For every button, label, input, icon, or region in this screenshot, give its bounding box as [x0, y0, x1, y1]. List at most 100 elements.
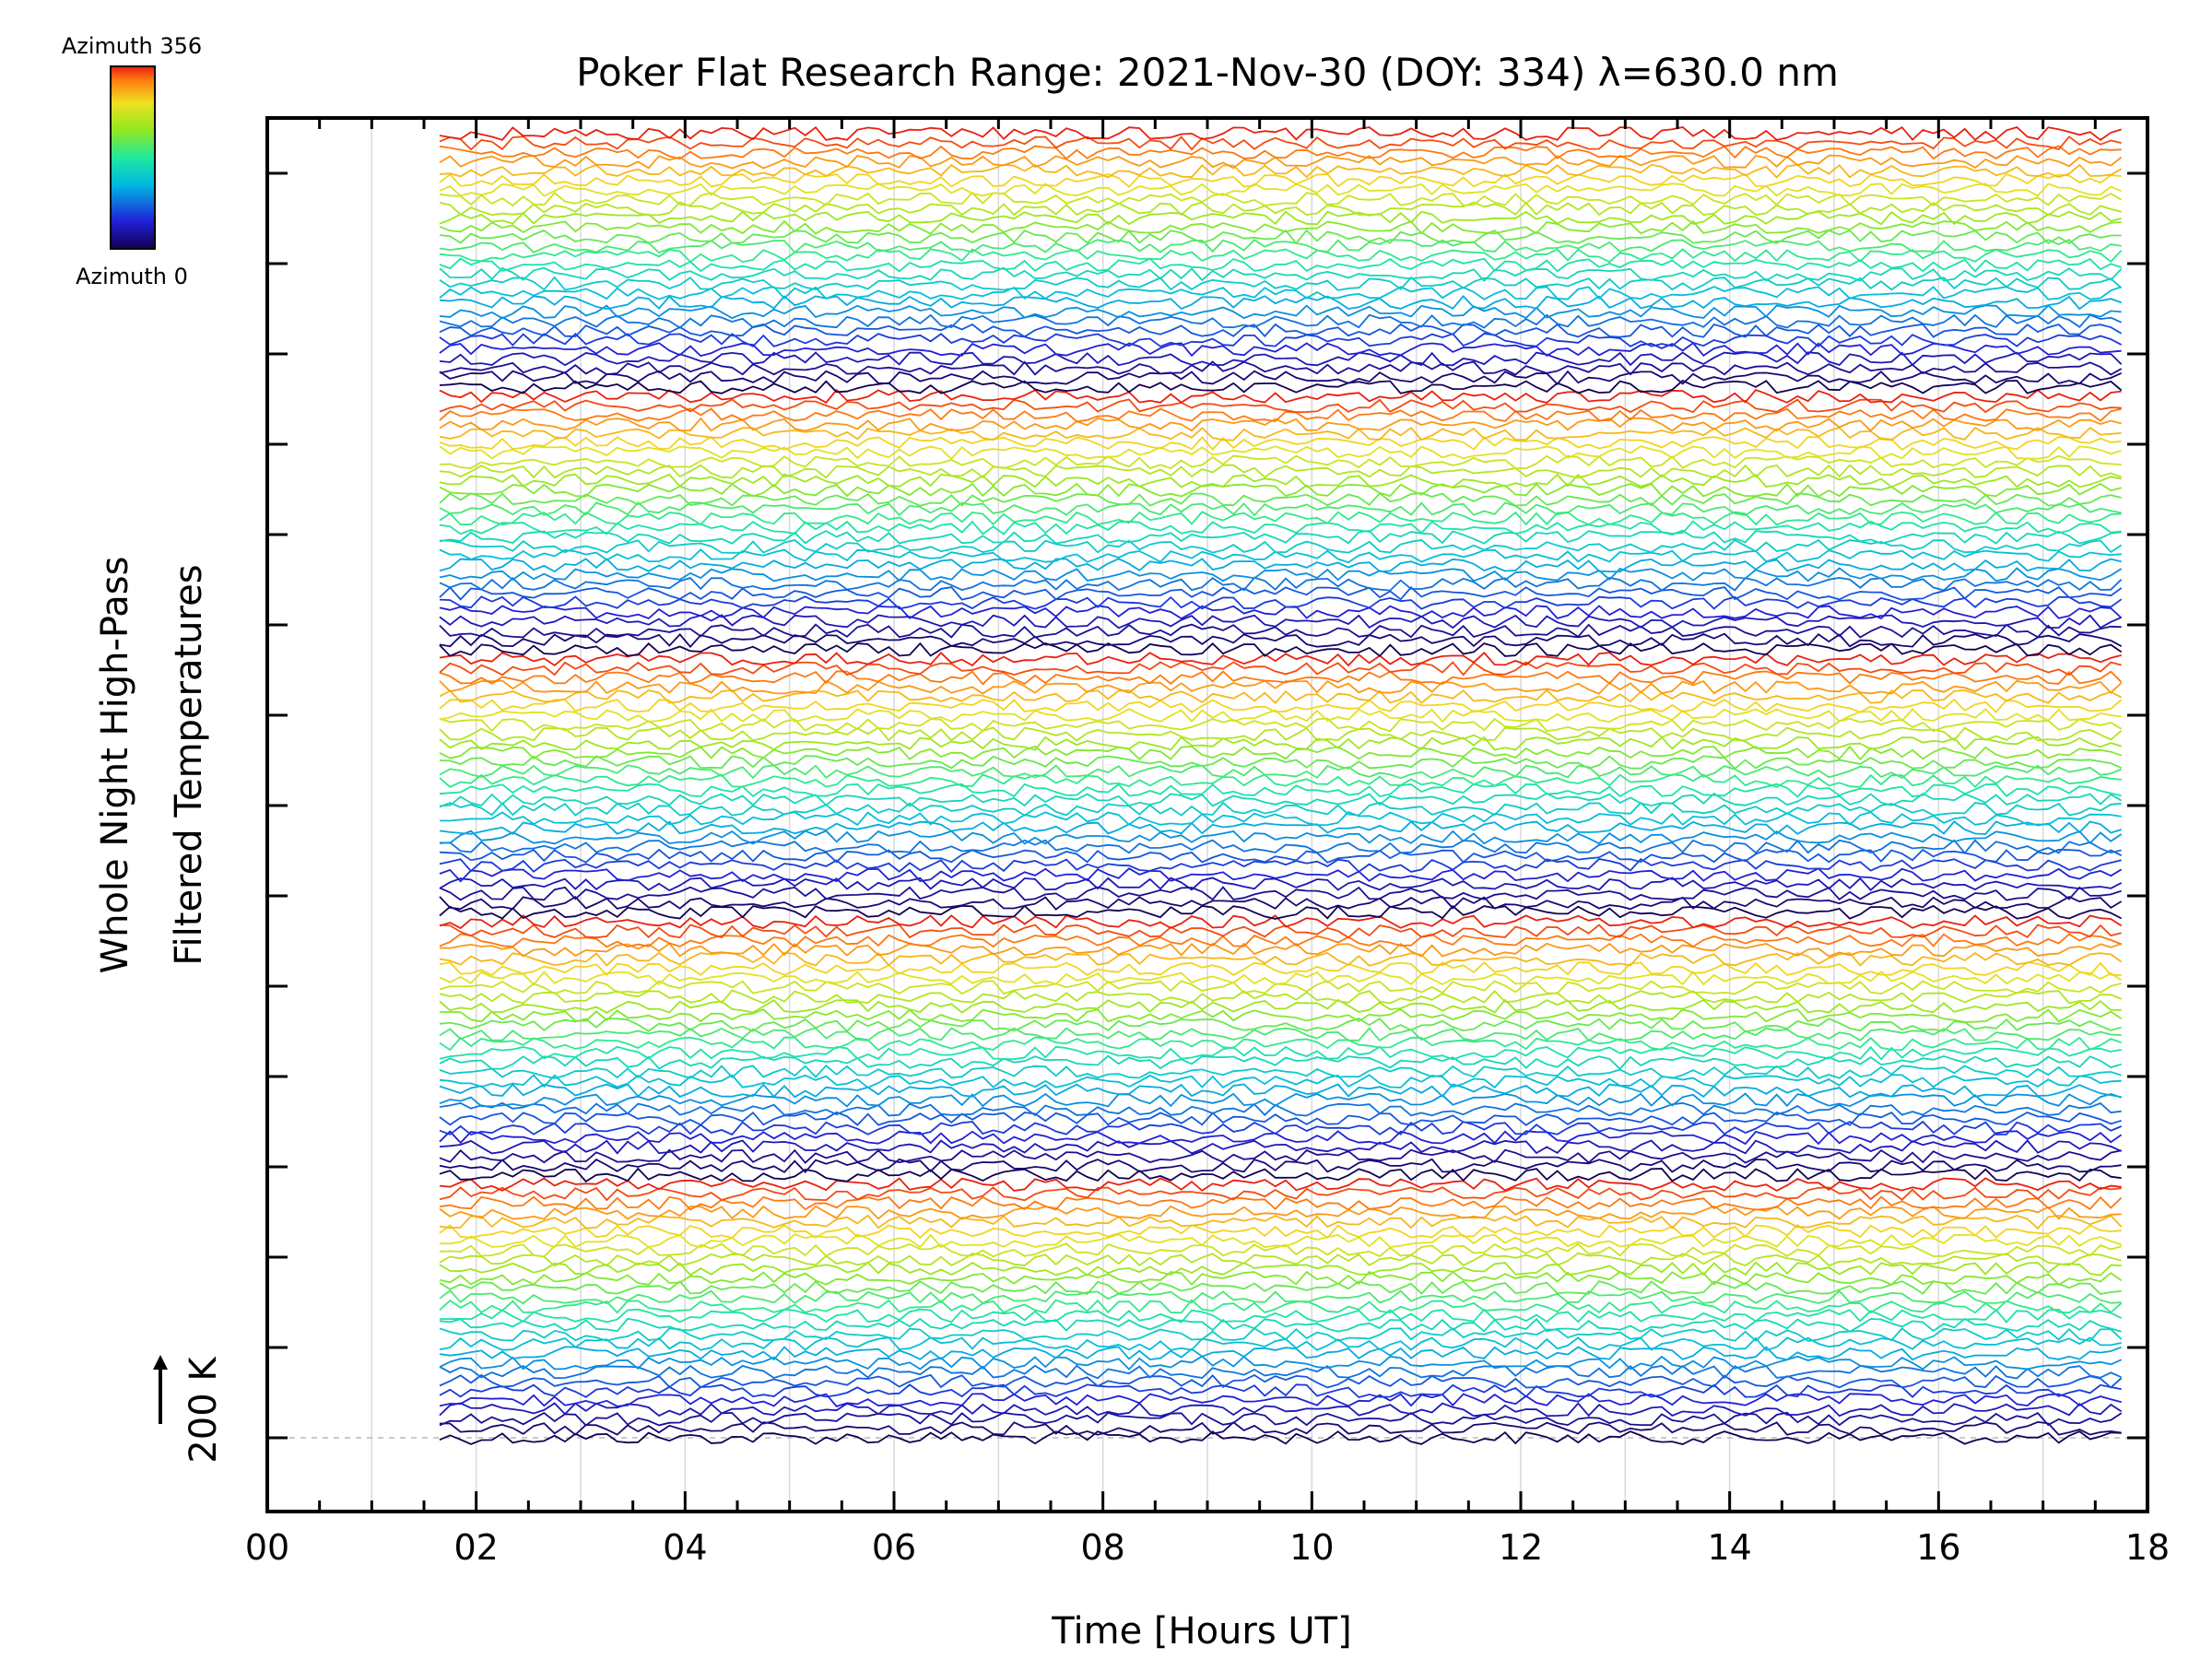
series-trace [439, 558, 2122, 573]
series-trace [439, 501, 2122, 517]
series-trace [439, 1177, 2122, 1192]
series-trace [439, 1111, 2122, 1126]
series-trace [439, 877, 2123, 892]
series-trace [439, 652, 2122, 667]
series-trace [440, 1007, 2123, 1023]
series-trace [439, 445, 2122, 461]
series-trace [439, 276, 2123, 291]
series-trace [439, 951, 2123, 967]
series-trace [439, 857, 2122, 874]
colorbar-top-label: Azimuth 356 [62, 33, 202, 59]
x-tick-label: 18 [2125, 1527, 2170, 1568]
series-trace [439, 830, 2123, 845]
series-trace [439, 388, 2122, 404]
x-tick-label: 14 [1707, 1527, 1751, 1568]
series-trace [439, 735, 2122, 751]
series-trace [439, 520, 2122, 535]
series-trace [439, 745, 2122, 761]
series-trace [439, 623, 2122, 639]
series-trace [439, 239, 2122, 254]
series-trace [439, 605, 2123, 620]
series-trace [439, 286, 2122, 300]
series-trace [439, 670, 2123, 686]
series-trace [439, 482, 2122, 498]
x-tick-label: 16 [1916, 1527, 1960, 1568]
series-trace [439, 1280, 2122, 1296]
series-trace [439, 1186, 2122, 1202]
chart-title: Poker Flat Research Range: 2021-Nov-30 (… [576, 50, 1839, 95]
x-axis-label: Time [Hours UT] [1051, 1610, 1351, 1653]
series-trace [439, 304, 2122, 320]
series-trace [439, 726, 2123, 742]
series-trace [439, 266, 2123, 283]
series-trace [439, 1430, 2122, 1445]
series-trace [439, 614, 2123, 629]
series-trace [439, 1289, 2122, 1305]
series-trace [439, 229, 2122, 245]
series-trace [439, 1074, 2122, 1089]
series-trace [439, 435, 2122, 452]
series-trace [439, 407, 2122, 423]
series-trace [439, 811, 2122, 827]
series-trace [439, 586, 2123, 601]
series-trace [439, 1083, 2122, 1099]
series-trace [439, 341, 2122, 358]
series-trace [439, 698, 2123, 713]
series-trace [439, 210, 2122, 226]
colorbar-gradient [110, 65, 156, 250]
series-trace [439, 1327, 2123, 1342]
series-trace [439, 961, 2122, 977]
series-trace [439, 145, 2122, 160]
series-trace [439, 1308, 2123, 1324]
series-trace [439, 886, 2122, 901]
series-trace [439, 417, 2122, 432]
series-trace [439, 1045, 2122, 1061]
series-trace [439, 492, 2122, 507]
series-trace [439, 1393, 2122, 1407]
series-trace [439, 454, 2122, 470]
x-tick-label: 00 [245, 1527, 289, 1568]
series-trace [439, 1027, 2122, 1042]
series-trace [439, 820, 2122, 835]
series-trace [439, 1092, 2122, 1108]
scale-bar-arrow-head [153, 1355, 168, 1370]
series-trace [439, 370, 2123, 386]
series-trace [439, 154, 2123, 170]
series-trace [439, 201, 2122, 217]
colorbar: Azimuth 356 Azimuth 0 [62, 33, 202, 289]
x-tick-label: 04 [663, 1527, 707, 1568]
series-trace [439, 351, 2123, 367]
series-traces [439, 125, 2123, 1445]
series-trace [439, 1139, 2123, 1155]
x-tick-label: 06 [872, 1527, 916, 1568]
series-trace [439, 576, 2123, 592]
series-trace [439, 219, 2122, 235]
series-trace [439, 192, 2123, 207]
series-trace [439, 323, 2123, 338]
series-trace [439, 538, 2123, 554]
series-trace [439, 1205, 2122, 1220]
series-trace [439, 1018, 2122, 1033]
series-trace [439, 567, 2123, 582]
series-trace [439, 848, 2123, 864]
x-tick-label: 12 [1499, 1527, 1543, 1568]
series-trace [439, 1270, 2123, 1287]
series-trace [439, 313, 2123, 329]
series-trace [439, 464, 2123, 479]
series-trace [439, 1364, 2123, 1380]
series-trace [439, 1402, 2123, 1418]
series-trace [439, 1214, 2123, 1230]
x-tick-label: 10 [1289, 1527, 1334, 1568]
series-trace [439, 933, 2123, 948]
series-trace [439, 904, 2123, 920]
scale-bar-label: 200 K [182, 1356, 225, 1464]
series-trace [439, 1148, 2122, 1164]
series-trace [439, 942, 2122, 958]
series-trace [439, 1346, 2123, 1361]
series-trace [439, 529, 2122, 545]
series-trace [439, 379, 2123, 394]
y-axis-label-line1: Whole Night High-Pass [94, 557, 136, 974]
series-trace [439, 1411, 2123, 1427]
series-trace [439, 924, 2122, 939]
